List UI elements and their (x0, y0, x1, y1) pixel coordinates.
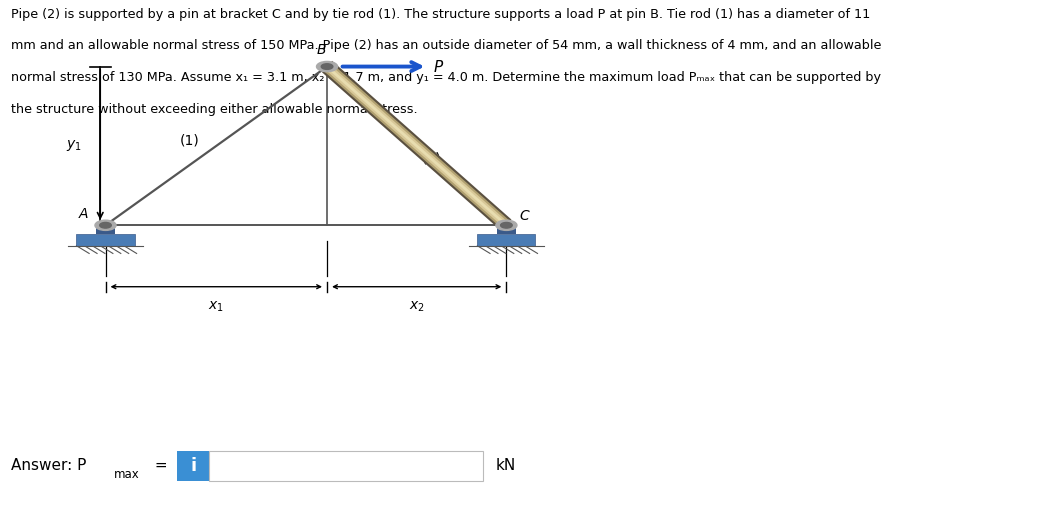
Text: $x_2$: $x_2$ (409, 300, 424, 314)
Bar (77, 234, 135, 246)
Text: (1): (1) (180, 134, 199, 148)
Text: $B$: $B$ (316, 44, 327, 57)
Text: i: i (190, 457, 196, 475)
Text: (2): (2) (422, 152, 442, 166)
Bar (177, 451, 209, 481)
Circle shape (100, 222, 112, 228)
Text: mm and an allowable normal stress of 150 MPa. Pipe (2) has an outside diameter o: mm and an allowable normal stress of 150… (11, 39, 881, 52)
Text: =: = (150, 458, 168, 474)
Circle shape (500, 222, 513, 228)
Text: $A$: $A$ (78, 207, 90, 221)
Text: kN: kN (496, 458, 516, 474)
Circle shape (95, 220, 116, 230)
Text: Answer: P: Answer: P (11, 458, 85, 474)
Bar (497, 225, 516, 234)
Text: Pipe (2) is supported by a pin at bracket C and by tie rod (1). The structure su: Pipe (2) is supported by a pin at bracke… (11, 8, 869, 20)
Circle shape (496, 220, 517, 230)
Circle shape (316, 61, 338, 72)
Text: $y_1$: $y_1$ (66, 138, 82, 154)
Bar (477, 234, 535, 246)
Text: normal stress of 130 MPa. Assume x₁ = 3.1 m, x₂ = 1.7 m, and y₁ = 4.0 m. Determi: normal stress of 130 MPa. Assume x₁ = 3.… (11, 71, 881, 84)
Circle shape (321, 64, 333, 69)
Text: $C$: $C$ (519, 209, 531, 223)
Text: $x_1$: $x_1$ (209, 300, 224, 314)
Bar (209, 451, 483, 481)
Text: max: max (114, 468, 139, 481)
Text: the structure without exceeding either allowable normal stress.: the structure without exceeding either a… (11, 103, 417, 116)
Bar (96, 225, 115, 234)
Text: $P$: $P$ (433, 58, 444, 75)
